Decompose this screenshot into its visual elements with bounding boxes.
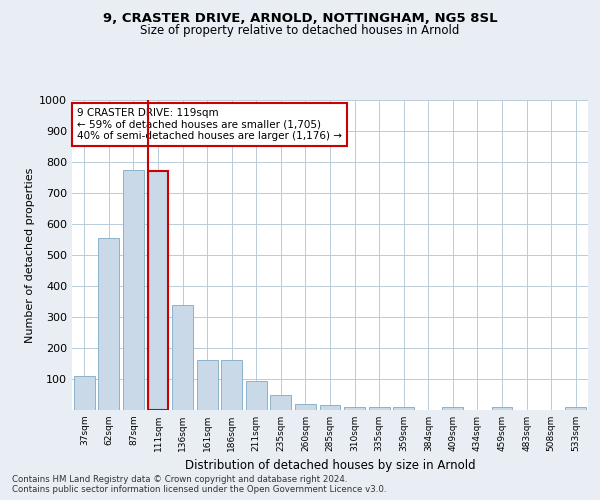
Bar <box>368 407 389 410</box>
Bar <box>271 394 292 410</box>
Bar <box>172 304 193 410</box>
Bar <box>393 407 414 410</box>
Text: Contains public sector information licensed under the Open Government Licence v3: Contains public sector information licen… <box>12 485 386 494</box>
Text: 9 CRASTER DRIVE: 119sqm
← 59% of detached houses are smaller (1,705)
40% of semi: 9 CRASTER DRIVE: 119sqm ← 59% of detache… <box>77 108 342 141</box>
Bar <box>491 407 512 410</box>
Bar <box>221 360 242 410</box>
Bar <box>74 376 95 410</box>
Bar <box>344 407 365 410</box>
Bar <box>246 380 267 410</box>
Text: Distribution of detached houses by size in Arnold: Distribution of detached houses by size … <box>185 460 475 472</box>
Text: Size of property relative to detached houses in Arnold: Size of property relative to detached ho… <box>140 24 460 37</box>
Bar <box>565 407 586 410</box>
Text: Contains HM Land Registry data © Crown copyright and database right 2024.: Contains HM Land Registry data © Crown c… <box>12 475 347 484</box>
Bar <box>295 404 316 410</box>
Bar <box>442 407 463 410</box>
Bar <box>320 406 340 410</box>
Text: 9, CRASTER DRIVE, ARNOLD, NOTTINGHAM, NG5 8SL: 9, CRASTER DRIVE, ARNOLD, NOTTINGHAM, NG… <box>103 12 497 26</box>
Bar <box>123 170 144 410</box>
Bar <box>197 360 218 410</box>
Bar <box>98 238 119 410</box>
Bar <box>148 172 169 410</box>
Y-axis label: Number of detached properties: Number of detached properties <box>25 168 35 342</box>
